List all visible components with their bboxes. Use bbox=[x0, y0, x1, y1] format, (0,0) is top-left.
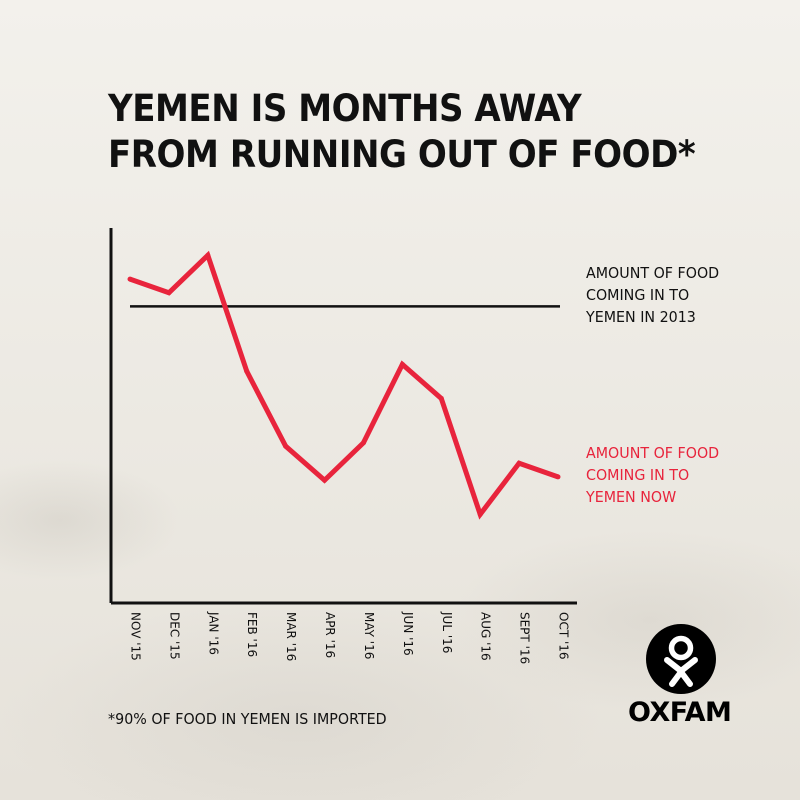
title-line-2: FROM RUNNING OUT OF FOOD* bbox=[108, 133, 696, 176]
x-tick-label: JUN '16 bbox=[401, 611, 415, 656]
data-point bbox=[555, 474, 561, 480]
x-tick-label: DEC '15 bbox=[167, 612, 181, 660]
oxfam-figure-icon-shape bbox=[664, 635, 698, 687]
data-point bbox=[399, 361, 405, 367]
x-tick-label: NOV '15 bbox=[129, 612, 143, 661]
chart-title: YEMEN IS MONTHS AWAY FROM RUNNING OUT OF… bbox=[108, 86, 696, 178]
data-point bbox=[516, 460, 522, 466]
data-point bbox=[205, 252, 211, 258]
oxfam-figure-icon[interactable] bbox=[646, 624, 716, 694]
current-annotation-line: YEMEN NOW bbox=[586, 488, 677, 506]
data-point bbox=[360, 440, 366, 446]
x-tick-label: SEPT '16 bbox=[518, 612, 532, 664]
baseline-annotation: AMOUNT OF FOOD COMING IN TO YEMEN IN 201… bbox=[586, 262, 719, 328]
current-annotation-line: AMOUNT OF FOOD bbox=[586, 444, 720, 462]
series-line-now bbox=[129, 250, 559, 520]
x-tick-label: OCT '16 bbox=[557, 612, 571, 660]
current-annotation: AMOUNT OF FOOD COMING IN TO YEMEN NOW bbox=[586, 442, 719, 508]
data-point bbox=[127, 276, 133, 282]
data-point bbox=[322, 477, 328, 483]
data-point bbox=[244, 368, 250, 374]
x-tick-label: AUG '16 bbox=[479, 612, 493, 661]
title-line-1: YEMEN IS MONTHS AWAY bbox=[108, 87, 582, 130]
series-points bbox=[127, 252, 561, 517]
x-tick-label: MAR '16 bbox=[284, 612, 298, 661]
data-point bbox=[166, 290, 172, 296]
baseline-annotation-line: COMING IN TO bbox=[586, 286, 690, 304]
baseline-annotation-line: AMOUNT OF FOOD bbox=[586, 264, 720, 282]
footnote: *90% OF FOOD IN YEMEN IS IMPORTED bbox=[108, 710, 387, 728]
x-axis-ticks: NOV '15 DEC '15 JAN '16 FEB '16 MAR '16 APR '… bbox=[129, 611, 571, 664]
oxfam-logo-text[interactable]: OXFAM bbox=[628, 697, 732, 728]
x-tick-label: MAY '16 bbox=[362, 612, 376, 659]
x-tick-label: FEB '16 bbox=[245, 612, 259, 657]
current-annotation-line: COMING IN TO bbox=[586, 466, 690, 484]
x-tick-label: APR '16 bbox=[323, 612, 337, 658]
x-tick-label: JAN '16 bbox=[206, 611, 220, 655]
data-point bbox=[283, 443, 289, 449]
x-tick-label: JUL '16 bbox=[440, 611, 454, 653]
data-point bbox=[477, 511, 483, 517]
baseline-annotation-line: YEMEN IN 2013 bbox=[586, 308, 696, 326]
data-point bbox=[438, 395, 444, 401]
